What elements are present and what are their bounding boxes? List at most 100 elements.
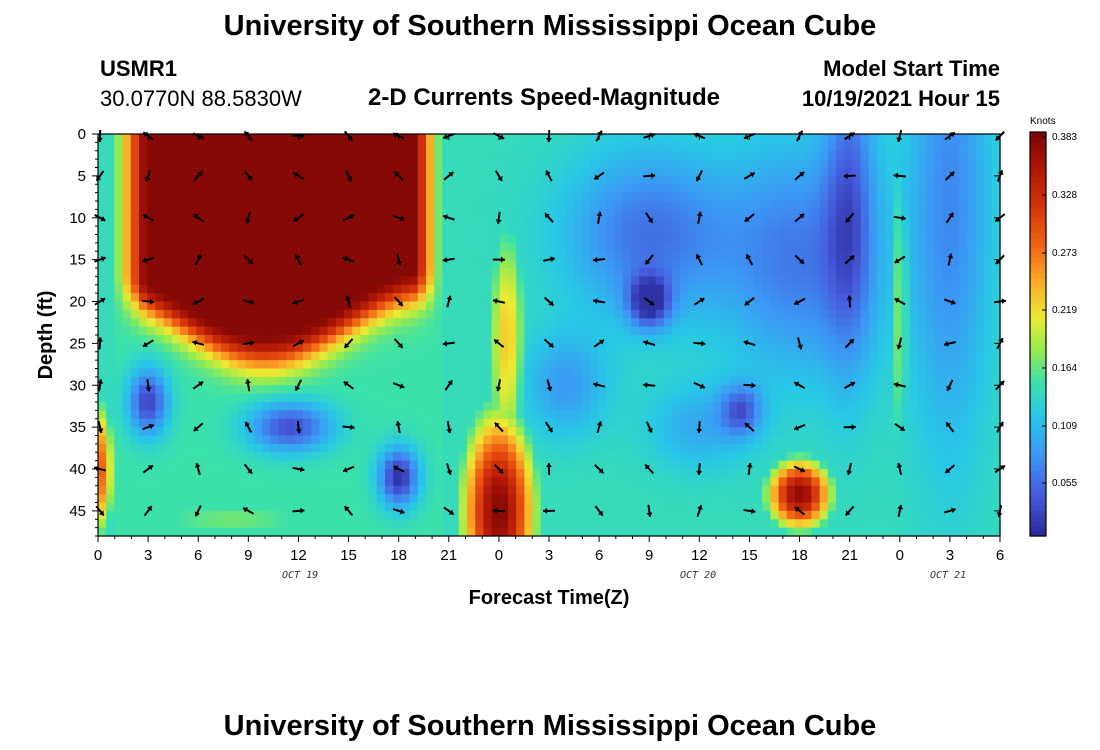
heatmap-cell (163, 519, 173, 529)
heatmap-cell (934, 502, 944, 512)
heatmap-cell (532, 142, 542, 152)
heatmap-cell (598, 402, 607, 411)
heatmap-cell (221, 293, 230, 303)
heatmap-cell (590, 477, 599, 487)
heatmap-cell (516, 485, 525, 495)
heatmap-cell (926, 410, 935, 420)
heatmap-cell (442, 443, 452, 453)
heatmap-cell (385, 134, 394, 143)
heatmap-cell (688, 167, 698, 177)
heatmap-cell (319, 385, 329, 395)
heatmap-cell (458, 402, 468, 411)
heatmap-cell (836, 159, 845, 169)
heatmap-cell (909, 402, 919, 411)
heatmap-cell (434, 343, 443, 353)
heatmap-cell (434, 427, 443, 437)
heatmap-cell (253, 301, 263, 311)
heatmap-cell (98, 376, 107, 386)
heatmap-cell (171, 167, 181, 177)
heatmap-cell (606, 326, 616, 336)
heatmap-cell (311, 192, 320, 202)
heatmap-cell (614, 460, 624, 470)
heatmap-cell (557, 259, 566, 269)
heatmap-cell (934, 385, 944, 395)
heatmap-cell (434, 251, 443, 261)
heatmap-cell (122, 494, 132, 504)
heatmap-cell (639, 402, 648, 411)
heatmap-cell (393, 519, 402, 529)
heatmap-cell (696, 494, 706, 504)
heatmap-cell (483, 494, 493, 504)
heatmap-cell (237, 469, 247, 478)
heatmap-cell (532, 443, 542, 453)
heatmap-cell (909, 435, 919, 445)
heatmap-cell (98, 469, 107, 478)
heatmap-cell (754, 385, 763, 395)
heatmap-cell (893, 485, 903, 495)
heatmap-cell (918, 251, 927, 261)
heatmap-cell (811, 343, 821, 353)
heatmap-cell (335, 159, 345, 169)
heatmap-cell (893, 209, 903, 219)
heatmap-cell (836, 192, 845, 202)
heatmap-cell (524, 159, 534, 169)
heatmap-cell (344, 142, 353, 152)
heatmap-cell (893, 452, 903, 462)
heatmap-cell (795, 268, 804, 277)
heatmap-cell (311, 251, 320, 261)
heatmap-cell (672, 242, 681, 252)
heatmap-cell (770, 494, 780, 504)
heatmap-cell (631, 443, 640, 453)
heatmap-cell (335, 435, 345, 445)
heatmap-cell (524, 142, 534, 152)
heatmap-cell (803, 343, 812, 353)
heatmap-cell (639, 502, 648, 512)
heatmap-cell (713, 418, 722, 428)
heatmap-cell (836, 234, 845, 244)
heatmap-cell (737, 326, 747, 336)
heatmap-cell (278, 360, 288, 370)
heatmap-cell (360, 360, 370, 370)
heatmap-cell (450, 201, 460, 210)
heatmap-cell (516, 393, 525, 403)
heatmap-cell (655, 134, 665, 143)
heatmap-cell (286, 343, 296, 353)
heatmap-cell (885, 142, 894, 152)
heatmap-cell (852, 184, 862, 194)
heatmap-cell (253, 192, 263, 202)
heatmap-cell (704, 510, 714, 520)
heatmap-cell (565, 418, 575, 428)
heatmap-cell (655, 360, 665, 370)
heatmap-cell (926, 435, 935, 445)
heatmap-cell (286, 410, 296, 420)
heatmap-cell (565, 360, 575, 370)
heatmap-cell (598, 502, 607, 512)
heatmap-cell (319, 175, 329, 185)
heatmap-cell (212, 150, 222, 160)
heatmap-cell (188, 343, 197, 353)
heatmap-cell (663, 443, 673, 453)
heatmap-cell (704, 268, 714, 277)
heatmap-cell (704, 335, 714, 344)
heatmap-cell (253, 402, 263, 411)
heatmap-cell (376, 259, 386, 269)
heatmap-cell (130, 226, 140, 236)
heatmap-cell (844, 376, 853, 386)
heatmap-cell (893, 217, 903, 227)
heatmap-cell (811, 309, 821, 319)
heatmap-cell (327, 301, 337, 311)
heatmap-cell (581, 251, 591, 261)
heatmap-cell (844, 217, 853, 227)
heatmap-cell (893, 301, 903, 311)
heatmap-cell (745, 385, 755, 395)
heatmap-cell (762, 368, 771, 378)
heatmap-cell (171, 435, 181, 445)
heatmap-cell (573, 477, 583, 487)
heatmap-cell (934, 435, 944, 445)
heatmap-cell (286, 268, 296, 277)
heatmap-cell (327, 385, 337, 395)
heatmap-cell (909, 226, 919, 236)
heatmap-cell (918, 142, 927, 152)
heatmap-cell (844, 318, 853, 328)
heatmap-cell (622, 226, 632, 236)
